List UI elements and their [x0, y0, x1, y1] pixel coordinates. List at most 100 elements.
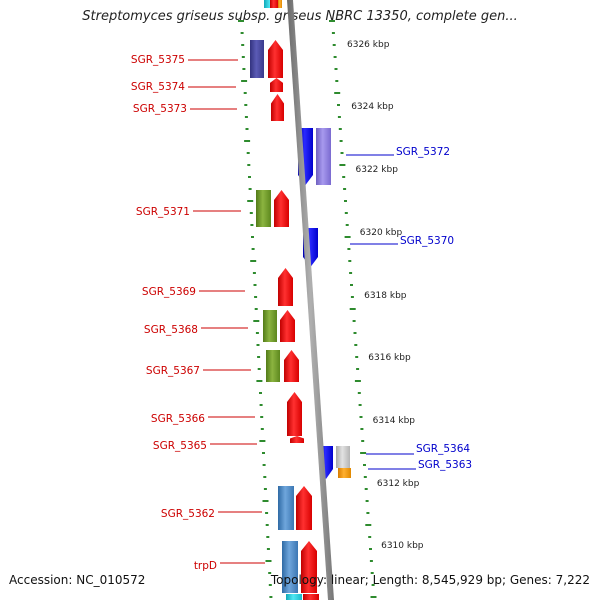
tick-mark	[369, 548, 372, 550]
tick-mark	[337, 116, 341, 118]
tick-mark	[345, 224, 349, 226]
tick-mark	[247, 200, 254, 202]
gene-feature	[278, 486, 294, 530]
tick-mark	[358, 404, 362, 406]
gene-label-sgr-5374[interactable]: SGR_5374	[131, 81, 185, 93]
gene-features	[250, 0, 351, 600]
gene-label-sgr-5368[interactable]: SGR_5368	[144, 324, 198, 336]
tick-mark	[265, 524, 269, 526]
tick-mark	[265, 560, 272, 562]
tick-mark	[253, 320, 260, 322]
tick-mark	[242, 68, 246, 70]
gene-label-sgr-5367[interactable]: SGR_5367	[146, 365, 200, 377]
tick-mark	[332, 44, 336, 46]
sequence-backbone	[287, 0, 334, 600]
tick-mark	[354, 344, 358, 346]
tick-mark	[349, 272, 353, 274]
tick-mark	[329, 20, 335, 22]
gene-label-sgr-5366[interactable]: SGR_5366	[151, 413, 205, 425]
tick-mark	[244, 140, 251, 142]
gene-label-sgr-5369[interactable]: SGR_5369	[142, 286, 196, 298]
tick-mark	[371, 584, 375, 586]
tick-mark	[361, 440, 365, 442]
tick-mark	[365, 500, 369, 502]
tick-mark	[243, 92, 247, 94]
tick-mark	[244, 104, 248, 106]
gene-feature	[303, 594, 319, 600]
tick-mark	[268, 584, 272, 586]
gene-label-sgr-5364[interactable]: SGR_5364	[416, 443, 470, 455]
tick-mark	[344, 236, 351, 238]
tick-mark	[363, 476, 367, 478]
tick-mark	[246, 152, 250, 154]
tick-mark	[248, 188, 252, 190]
gene-feature	[282, 541, 298, 593]
tick-mark	[266, 536, 270, 538]
gene-label-sgr-5372[interactable]: SGR_5372	[396, 146, 450, 158]
gene-feature	[274, 190, 289, 227]
tick-mark	[249, 212, 253, 214]
tick-mark	[244, 116, 248, 118]
gene-feature	[338, 468, 351, 478]
left-tick-column	[238, 20, 273, 598]
tick-mark	[240, 32, 244, 34]
tick-mark	[254, 296, 258, 298]
tick-mark	[360, 428, 364, 430]
scale-label: 6316 kbp	[368, 353, 411, 363]
scale-label: 6324 kbp	[351, 102, 394, 112]
gene-label-sgr-5375[interactable]: SGR_5375	[131, 54, 185, 66]
tick-mark	[263, 488, 267, 490]
tick-mark	[350, 296, 354, 298]
tick-mark	[333, 56, 337, 58]
scale-label: 6318 kbp	[364, 291, 407, 301]
gene-feature	[336, 446, 350, 468]
scale-label: 6314 kbp	[373, 416, 416, 426]
tick-mark	[366, 512, 370, 514]
tick-mark	[254, 308, 258, 310]
tick-mark	[259, 392, 262, 394]
tick-mark	[353, 332, 357, 334]
topology-label: Topology: linear; Length: 8,545,929 bp; …	[270, 573, 590, 587]
tick-mark	[355, 356, 359, 358]
tick-mark	[256, 380, 263, 382]
tick-mark	[335, 80, 339, 82]
tick-mark	[250, 224, 254, 226]
position-scale: 6326 kbp 6324 kbp 6322 kbp 6320 kbp 6318 kbp…	[347, 40, 424, 551]
tick-mark	[334, 92, 341, 94]
tick-mark	[262, 464, 266, 466]
tick-mark	[349, 308, 356, 310]
tick-mark	[344, 212, 348, 214]
tick-mark	[339, 140, 343, 142]
tick-mark	[357, 392, 361, 394]
gene-labels: SGR_5375 SGR_5374 SGR_5373 SGR_5372 SGR_5371…	[131, 54, 472, 572]
tick-mark	[268, 572, 272, 574]
tick-mark	[260, 416, 264, 418]
tick-mark	[338, 128, 342, 130]
tick-mark	[370, 596, 377, 598]
tick-mark	[364, 488, 368, 490]
gene-label-sgr-5373[interactable]: SGR_5373	[133, 103, 187, 115]
gene-label-sgr-5363[interactable]: SGR_5363	[418, 459, 472, 471]
tick-mark	[359, 416, 363, 418]
tick-mark	[259, 440, 266, 442]
tick-mark	[370, 572, 374, 574]
gene-label-sgr-5371[interactable]: SGR_5371	[136, 206, 190, 218]
tick-mark	[348, 260, 352, 262]
gene-feature	[270, 78, 283, 92]
tick-mark	[337, 104, 340, 106]
tick-mark	[365, 524, 372, 526]
map-title: Streptomyces griseus subsp. griseus NBRC…	[82, 9, 518, 24]
label-leader-lines	[188, 59, 416, 564]
gene-feature	[278, 268, 293, 306]
tick-mark	[241, 56, 245, 58]
gene-label-trpd[interactable]: trpD	[194, 560, 217, 572]
tick-mark	[356, 368, 360, 370]
tick-mark	[369, 560, 373, 562]
tick-mark	[334, 68, 338, 70]
gene-label-sgr-5362[interactable]: SGR_5362	[161, 508, 215, 520]
gene-feature	[266, 350, 280, 382]
gene-label-sgr-5365[interactable]: SGR_5365	[153, 440, 207, 452]
gene-label-sgr-5370[interactable]: SGR_5370	[400, 235, 454, 247]
